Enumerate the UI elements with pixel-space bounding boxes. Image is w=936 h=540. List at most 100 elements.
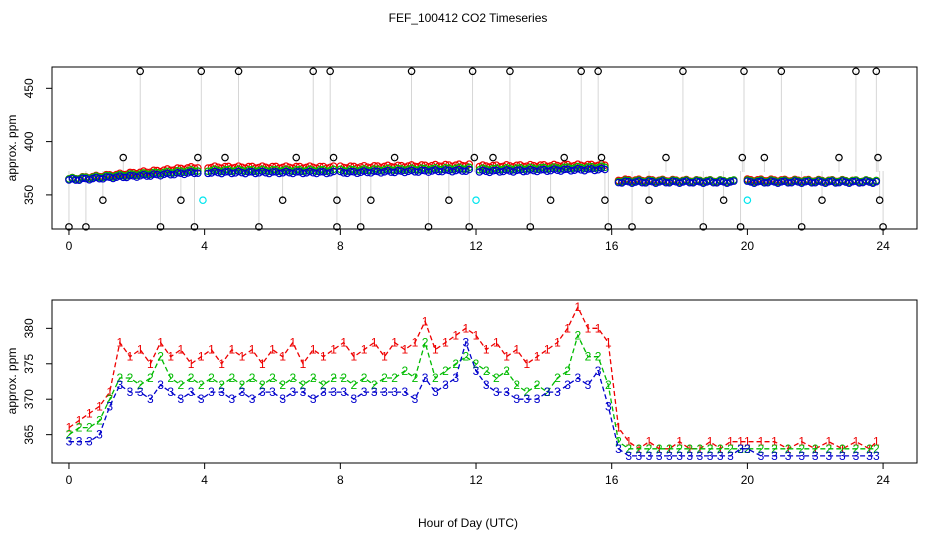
bottom-x-tick-label: 24	[876, 473, 890, 487]
bottom-blue-symbol: 3	[635, 449, 642, 463]
top-blue-point	[584, 165, 592, 173]
top-blue-point	[78, 174, 87, 183]
bottom-green-symbol: 2	[157, 350, 164, 364]
top-black-point	[604, 223, 613, 231]
bottom-green-symbol: 2	[564, 364, 571, 378]
bottom-green-symbol: 2	[381, 371, 388, 385]
bottom-x-tick-label: 4	[201, 473, 208, 487]
bottom-green-symbol: 2	[452, 357, 459, 371]
top-blue-point	[675, 179, 684, 187]
bottom-red-symbol: 1	[279, 350, 286, 364]
bottom-green-symbol: 2	[289, 371, 296, 385]
bottom-blue-symbol: 3	[524, 392, 531, 406]
top-blue-point	[601, 165, 609, 174]
bottom-blue-symbol: 3	[473, 364, 480, 378]
bottom-blue-symbol: 3	[300, 385, 307, 399]
top-black-point	[777, 67, 786, 76]
bottom-blue-symbol: 3	[218, 385, 225, 399]
top-blue-point	[784, 179, 792, 187]
top-black-point	[329, 153, 338, 162]
top-blue-point	[244, 168, 253, 176]
bottom-red-symbol: 1	[483, 343, 490, 357]
bottom-green-symbol: 2	[727, 442, 734, 456]
bottom-green-symbol: 2	[625, 442, 632, 456]
top-blue-point	[543, 167, 552, 175]
bottom-green-symbol: 2	[707, 442, 714, 456]
top-black-point	[546, 196, 555, 205]
bottom-red-series-line	[68, 305, 877, 450]
top-black-point	[506, 67, 514, 76]
bottom-green-symbol: 2	[279, 378, 286, 392]
bottom-green-symbol: 2	[483, 364, 490, 378]
top-blue-point	[685, 178, 694, 187]
top-blue-point	[119, 173, 128, 182]
top-black-point	[367, 196, 375, 205]
top-blue-point	[597, 164, 606, 173]
top-blue-point	[448, 167, 457, 176]
top-black-point	[445, 196, 453, 205]
bottom-red-symbol: 1	[167, 350, 174, 364]
top-blue-point	[133, 173, 141, 181]
top-black-point	[197, 67, 206, 76]
top-blue-point	[370, 167, 379, 175]
bottom-green-symbol: 2	[574, 328, 581, 342]
bottom-red-symbol: 1	[330, 343, 337, 357]
bottom-blue-symbol: 3	[707, 449, 714, 463]
top-black-point	[221, 153, 229, 162]
top-blue-point	[855, 179, 864, 187]
top-blue-point	[458, 167, 467, 175]
top-black-point	[818, 196, 826, 205]
bottom-blue-symbol: 3	[269, 385, 276, 399]
top-black-point	[424, 223, 433, 231]
bottom-green-symbol: 2	[320, 378, 327, 392]
bottom-red-symbol: 1	[646, 435, 653, 449]
bottom-red-symbol: 1	[798, 435, 805, 449]
top-blue-point	[126, 171, 134, 180]
bottom-red-symbol: 1	[697, 442, 704, 456]
top-blue-point	[726, 178, 735, 186]
top-blue-point	[275, 169, 284, 178]
top-x-tick-label: 0	[66, 239, 73, 253]
top-black-point	[156, 223, 165, 231]
bottom-red-symbol: 1	[259, 357, 266, 371]
top-black-point	[797, 223, 806, 231]
bottom-green-symbol: 2	[137, 378, 144, 392]
bottom-green-symbol: 2	[825, 442, 832, 456]
bottom-green-symbol: 2	[676, 442, 683, 456]
bottom-green-symbol: 2	[178, 378, 185, 392]
bottom-red-symbol: 1	[412, 336, 419, 350]
top-blue-point	[662, 178, 670, 187]
bottom-green-symbol: 2	[310, 371, 317, 385]
bottom-red-symbol: 1	[554, 336, 561, 350]
bottom-red-symbol: 1	[76, 413, 83, 427]
bottom-blue-symbol: 3	[320, 385, 327, 399]
bottom-green-symbol: 2	[717, 442, 724, 456]
top-black-point	[719, 196, 728, 205]
top-blue-point	[251, 169, 260, 178]
top-black-point	[628, 223, 636, 231]
top-green-point	[601, 163, 609, 172]
bottom-blue-symbol: 3	[646, 449, 653, 463]
top-blue-point	[400, 168, 409, 177]
top-blue-point	[92, 173, 100, 182]
top-x-tick-label: 12	[469, 239, 483, 253]
top-blue-point	[441, 166, 450, 174]
top-blue-point	[838, 177, 847, 185]
top-panel-scatter: approx. ppm 0 4 8 12 16 20 24 350 400 450	[5, 66, 918, 253]
bottom-y-tick-label: 365	[22, 424, 36, 444]
top-blue-point	[645, 177, 653, 186]
top-blue-point	[360, 167, 368, 175]
top-black-point	[356, 223, 365, 231]
top-blue-point	[692, 177, 701, 185]
top-cyan-point	[472, 196, 480, 205]
bottom-blue-symbol: 3	[259, 385, 266, 399]
top-blue-point	[268, 168, 277, 176]
top-blue-point	[709, 178, 718, 187]
bottom-red-symbol: 1	[218, 357, 225, 371]
bottom-green-symbol: 2	[812, 442, 819, 456]
top-blue-point	[730, 177, 738, 185]
bottom-blue-symbol: 3	[493, 385, 500, 399]
top-blue-point	[560, 165, 569, 174]
bottom-blue-symbol: 3	[737, 442, 744, 456]
bottom-blue-symbol: 3	[697, 449, 704, 463]
